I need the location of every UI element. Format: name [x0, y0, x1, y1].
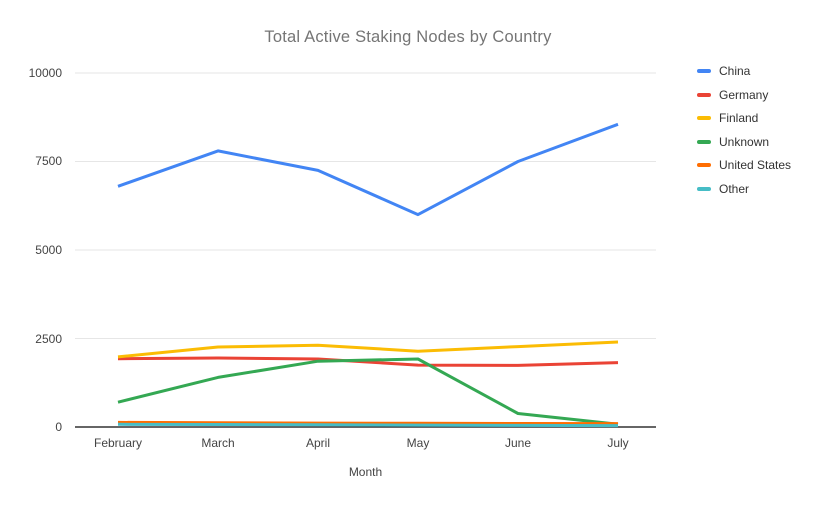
legend-item-china: China	[697, 64, 791, 78]
series-line-other	[117, 422, 619, 428]
legend-label: Unknown	[719, 134, 770, 149]
legend-label: China	[719, 64, 751, 78]
x-axis-title: Month	[348, 465, 383, 479]
legend-label: Other	[719, 181, 750, 196]
x-tick-april: April	[305, 436, 330, 450]
x-tick-june: June	[504, 436, 532, 450]
x-tick-february: February	[93, 436, 143, 450]
series-line-germany	[117, 356, 619, 367]
legend-swatch-other	[697, 186, 711, 191]
y-tick-10000: 10000	[28, 66, 62, 80]
legend-item-other: Other	[697, 182, 791, 196]
y-tick-2500: 2500	[35, 332, 62, 346]
legend-swatch-united-states	[697, 163, 711, 167]
series-line-unknown	[117, 357, 619, 426]
legend-label: Finland	[719, 111, 759, 125]
chart-title: Total Active Staking Nodes by Country	[264, 28, 552, 46]
legend-swatch-unknown	[697, 139, 711, 144]
legend-item-unknown: Unknown	[697, 135, 791, 149]
y-tick-0: 0	[55, 420, 62, 434]
series-line-china	[117, 122, 619, 217]
legend-label: Germany	[719, 87, 769, 102]
legend-swatch-finland	[697, 116, 711, 120]
y-tick-5000: 5000	[35, 243, 62, 257]
x-tick-may: May	[406, 436, 430, 450]
series-line-finland	[117, 340, 619, 359]
legend-label: United States	[719, 158, 792, 172]
legend-swatch-china	[697, 69, 711, 73]
legend-item-finland: Finland	[697, 111, 791, 125]
legend-item-united-states: United States	[697, 158, 791, 172]
x-tick-march: March	[201, 436, 235, 450]
series-line-united-states	[117, 420, 619, 426]
legend-item-germany: Germany	[697, 88, 791, 102]
legend: China Germany Finland Unknown United Sta…	[697, 64, 791, 196]
y-tick-7500: 7500	[35, 154, 62, 168]
legend-swatch-germany	[697, 92, 711, 97]
x-tick-july: July	[607, 436, 629, 450]
